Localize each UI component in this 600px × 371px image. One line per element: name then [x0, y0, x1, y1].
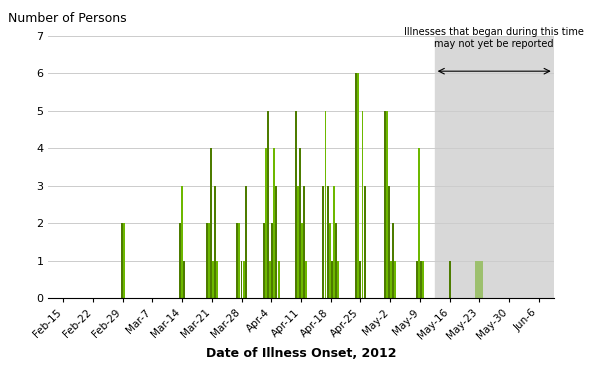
Bar	[265, 148, 267, 298]
Bar	[420, 261, 422, 298]
X-axis label: Date of Illness Onset, 2012: Date of Illness Onset, 2012	[206, 347, 396, 360]
Bar	[478, 261, 479, 298]
Bar	[479, 261, 481, 298]
Bar	[263, 223, 265, 298]
Bar	[241, 261, 242, 298]
Bar	[362, 111, 364, 298]
Bar	[388, 186, 390, 298]
Bar	[358, 73, 359, 298]
Text: Illnesses that began during this time
may not yet be reported: Illnesses that began during this time ma…	[404, 27, 584, 49]
Bar	[181, 186, 183, 298]
Bar	[326, 186, 329, 298]
Bar	[325, 111, 326, 298]
Bar	[435, 36, 554, 298]
Bar	[422, 261, 424, 298]
Bar	[123, 223, 125, 298]
Bar	[269, 261, 271, 298]
Bar	[416, 261, 418, 298]
Bar	[179, 223, 181, 298]
Bar	[303, 186, 305, 298]
Bar	[275, 186, 277, 298]
Bar	[364, 186, 365, 298]
Bar	[386, 111, 388, 298]
Bar	[301, 223, 303, 298]
Bar	[359, 261, 361, 298]
Bar	[245, 186, 247, 298]
Bar	[267, 111, 269, 298]
Bar	[337, 261, 339, 298]
Bar	[322, 186, 325, 298]
Bar	[394, 261, 397, 298]
Bar	[449, 261, 451, 298]
Bar	[214, 186, 216, 298]
Bar	[475, 261, 477, 298]
Bar	[210, 148, 212, 298]
Bar	[121, 223, 122, 298]
Bar	[297, 186, 299, 298]
Bar	[278, 261, 280, 298]
Bar	[390, 261, 392, 298]
Bar	[392, 223, 394, 298]
Bar	[208, 223, 209, 298]
Text: Number of Persons: Number of Persons	[8, 12, 127, 25]
Bar	[216, 261, 218, 298]
Bar	[384, 111, 386, 298]
Bar	[183, 261, 185, 298]
Bar	[329, 223, 331, 298]
Bar	[212, 261, 214, 298]
Bar	[271, 223, 273, 298]
Bar	[355, 73, 357, 298]
Bar	[295, 111, 297, 298]
Bar	[333, 186, 335, 298]
Bar	[335, 223, 337, 298]
Bar	[274, 148, 275, 298]
Bar	[236, 223, 238, 298]
Bar	[418, 148, 420, 298]
Bar	[206, 223, 208, 298]
Bar	[331, 261, 333, 298]
Bar	[481, 261, 484, 298]
Bar	[299, 148, 301, 298]
Bar	[242, 261, 245, 298]
Bar	[305, 261, 307, 298]
Bar	[238, 223, 241, 298]
